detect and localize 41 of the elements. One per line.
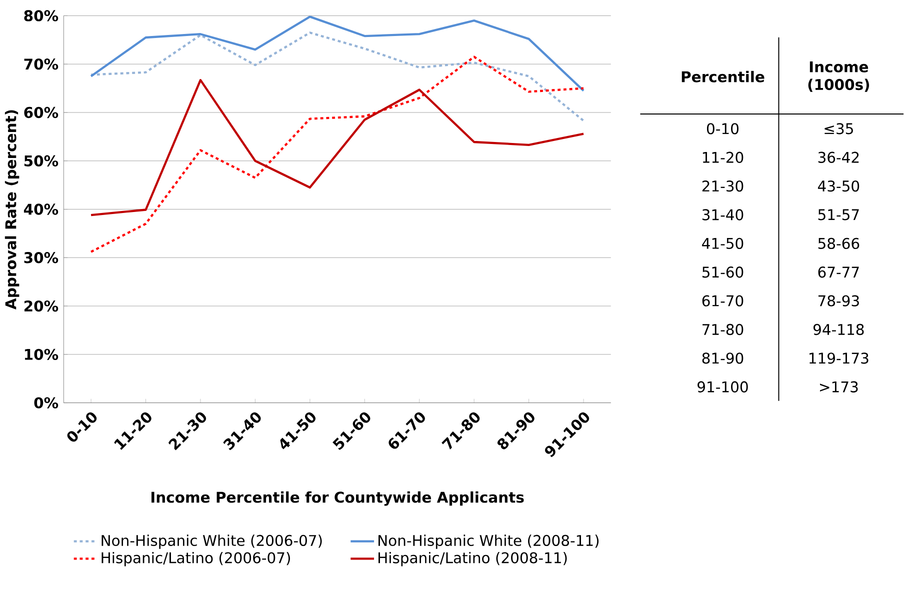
text: 21-30 bbox=[702, 180, 744, 192]
text: 94-118 bbox=[813, 324, 864, 335]
text: 51-57 bbox=[818, 209, 859, 220]
text: Percentile bbox=[682, 70, 764, 82]
line-series bbox=[90, 56, 585, 253]
legend-label: Non-Hispanic White (2008-11) bbox=[378, 534, 599, 549]
text: 31-40 bbox=[702, 209, 744, 220]
text: 81-90 bbox=[702, 352, 744, 364]
y-tick-label: 80% bbox=[24, 10, 58, 22]
y-tick-label: 10% bbox=[24, 348, 58, 360]
legend-label: Hispanic/Latino (2006-07) bbox=[102, 552, 290, 566]
y-tick-label: 20% bbox=[24, 300, 58, 312]
line-series bbox=[90, 78, 585, 216]
text: ≤35 bbox=[824, 122, 853, 134]
y-tick-label: 50% bbox=[24, 155, 58, 166]
y-tick-label: 70% bbox=[24, 58, 58, 70]
y-tick-label: 40% bbox=[24, 204, 58, 215]
text: 0-10 bbox=[706, 122, 738, 134]
text: 78-93 bbox=[818, 295, 859, 306]
text: 11-20 bbox=[702, 152, 744, 163]
text: 58-66 bbox=[818, 238, 860, 249]
legend-label: Hispanic/Latino (2008-11) bbox=[378, 552, 567, 566]
line-series bbox=[90, 31, 585, 122]
text: >173 bbox=[820, 381, 858, 392]
text: Income (1000s) bbox=[808, 61, 870, 92]
y-tick-label: 60% bbox=[24, 106, 58, 118]
x-axis-title: Income Percentile for Countywide Applicants bbox=[151, 491, 524, 506]
text: 67-77 bbox=[818, 266, 859, 278]
text: 51-60 bbox=[702, 266, 744, 278]
text: 43-50 bbox=[818, 180, 860, 192]
text: 61-70 bbox=[702, 295, 744, 306]
text: 36-42 bbox=[818, 152, 859, 163]
line-series bbox=[90, 16, 585, 92]
text: 119-173 bbox=[809, 352, 868, 364]
text: 41-50 bbox=[702, 238, 744, 249]
text: 91-100 bbox=[698, 381, 748, 392]
y-axis-title: Approval Rate (percent) bbox=[4, 110, 20, 310]
y-tick-label: 30% bbox=[24, 252, 58, 264]
text: 71-80 bbox=[702, 324, 744, 335]
y-tick-label: 0% bbox=[34, 397, 58, 408]
legend-label: Non-Hispanic White (2006-07) bbox=[102, 534, 322, 549]
